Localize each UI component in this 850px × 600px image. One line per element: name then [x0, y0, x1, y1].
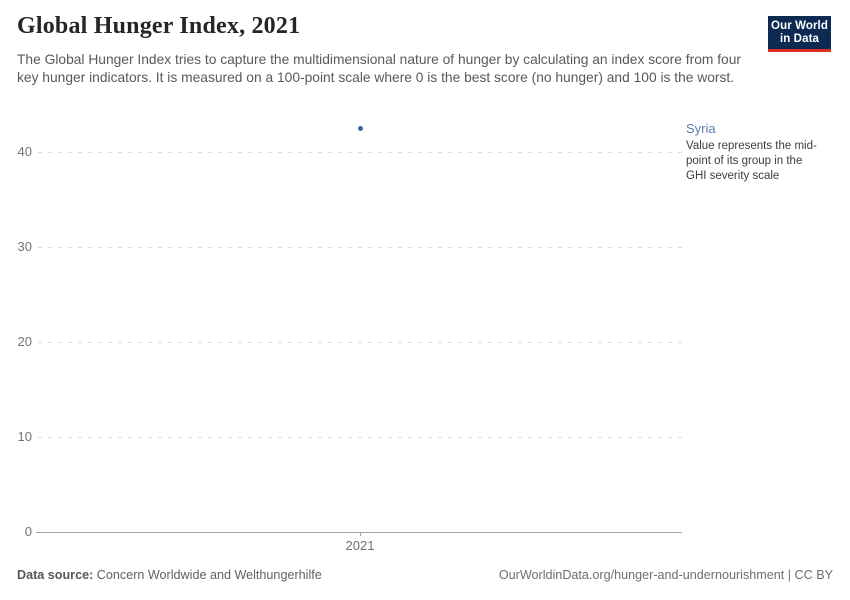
- gridline-10: [38, 436, 682, 438]
- x-axis-baseline: [36, 531, 682, 533]
- data-source-value: Concern Worldwide and Welthungerhilfe: [96, 568, 322, 582]
- data-source-label: Data source:: [17, 568, 94, 582]
- y-tick-label-10: 10: [17, 429, 32, 445]
- legend-entity-syria[interactable]: Syria: [686, 121, 716, 136]
- chart-subtitle: The Global Hunger Index tries to capture…: [17, 52, 741, 86]
- gridline-40: [38, 151, 682, 153]
- y-axis: 0 10 20 30 40: [0, 116, 32, 539]
- legend: Syria Value represents the mid-point of …: [686, 121, 826, 184]
- y-tick-label-30: 30: [17, 239, 32, 255]
- owid-logo-line2: in Data: [779, 32, 820, 45]
- plot-area: [36, 116, 682, 536]
- data-point-syria[interactable]: [357, 125, 363, 131]
- footer: Data source: Concern Worldwide and Welth…: [17, 568, 833, 582]
- y-tick-label-0: 0: [24, 524, 32, 539]
- data-source: Data source: Concern Worldwide and Welth…: [17, 568, 322, 582]
- owid-logo[interactable]: Our World in Data: [768, 16, 831, 52]
- y-tick-label-40: 40: [17, 144, 32, 160]
- gridline-20: [38, 341, 682, 343]
- y-tick-label-20: 20: [17, 334, 32, 350]
- attribution: OurWorldinData.org/hunger-and-undernouri…: [498, 568, 833, 582]
- gridline-30: [38, 246, 682, 248]
- x-tick-label-2021: 2021: [345, 538, 375, 553]
- owid-logo-line1: Our World: [771, 20, 828, 32]
- x-axis: 2021: [38, 538, 682, 556]
- legend-note: Value represents the mid-point of its gr…: [686, 140, 817, 182]
- x-tick-mark-2021: [359, 532, 361, 536]
- page-title: Global Hunger Index, 2021: [17, 13, 301, 39]
